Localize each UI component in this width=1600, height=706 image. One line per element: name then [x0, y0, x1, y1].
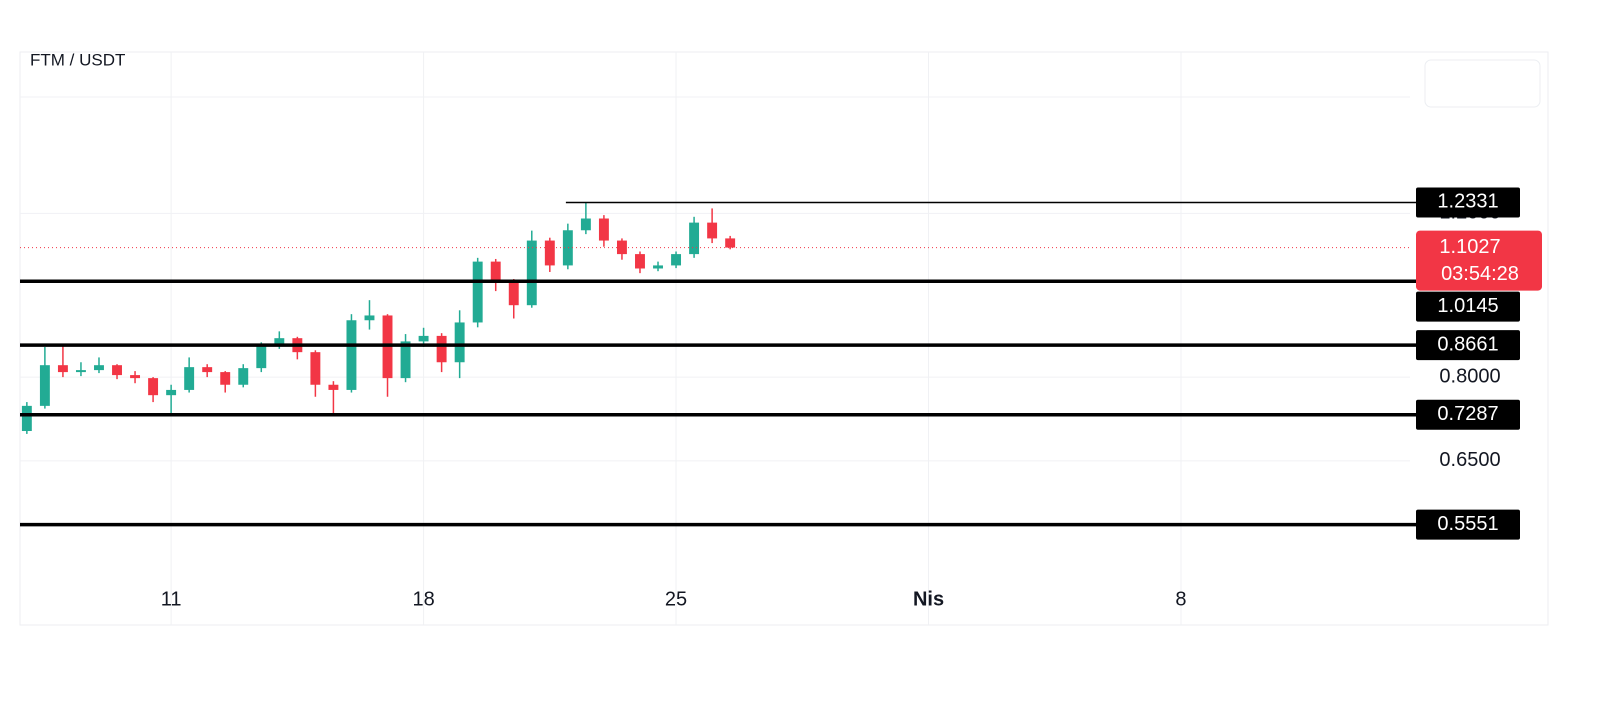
- level-label: 0.8661: [1437, 333, 1498, 355]
- candle-body: [490, 261, 501, 283]
- candle-body: [544, 240, 555, 266]
- candle-body: [526, 240, 537, 306]
- candle-body: [310, 352, 321, 385]
- candle-body: [616, 240, 627, 255]
- candle-body: [202, 367, 213, 373]
- candle-body: [598, 218, 609, 241]
- candle-body: [112, 365, 122, 376]
- last-price-label: 1.1027: [1439, 236, 1500, 258]
- candle-body: [274, 338, 285, 346]
- candle-body: [75, 370, 86, 373]
- candle-body: [39, 365, 50, 406]
- candle-body: [184, 367, 195, 390]
- candle-body: [671, 254, 682, 266]
- x-tick-label: 25: [665, 588, 687, 610]
- candle-body: [238, 368, 249, 385]
- candle-body: [562, 230, 573, 266]
- candle-body: [689, 222, 700, 255]
- y-tick-label: 0.6500: [1439, 449, 1500, 471]
- countdown-label: 03:54:28: [1441, 263, 1519, 285]
- level-label-box: [1416, 291, 1520, 322]
- level-label: 0.7287: [1437, 403, 1498, 425]
- candle-body: [653, 265, 663, 269]
- candle-body: [21, 405, 32, 432]
- level-label-box: [1416, 509, 1520, 540]
- y-tick-label: 0.8000: [1439, 365, 1500, 387]
- candle-body: [635, 254, 645, 269]
- level-label-box: [1416, 187, 1520, 218]
- last-price-box: [1416, 230, 1542, 291]
- candle-body: [94, 365, 104, 371]
- chart-frame: [19, 51, 1549, 626]
- candle-body: [436, 335, 447, 363]
- candle-body: [707, 222, 718, 239]
- x-tick-label: 11: [161, 588, 182, 610]
- x-tick-label: 8: [1175, 588, 1186, 610]
- candle-body: [472, 261, 483, 323]
- candle-body: [346, 320, 357, 390]
- candle-body: [580, 218, 591, 231]
- level-label: 1.2331: [1437, 191, 1498, 213]
- candle-body: [508, 282, 519, 306]
- level-label-box: [1416, 330, 1520, 361]
- x-tick-label: 18: [412, 588, 434, 610]
- candle-body: [220, 372, 231, 385]
- toolbar-box[interactable]: [1424, 59, 1541, 108]
- candle-body: [364, 315, 375, 321]
- candle-body: [256, 345, 267, 369]
- candle-body: [454, 322, 465, 363]
- level-label: 0.5551: [1437, 513, 1498, 535]
- candle-body: [328, 384, 339, 390]
- level-label: 1.0145: [1437, 295, 1498, 317]
- candle-body: [418, 335, 429, 342]
- candle-body: [166, 389, 177, 396]
- candle-body: [400, 341, 411, 379]
- chart-title: FTM / USDT: [30, 50, 125, 69]
- candle-body: [725, 238, 736, 248]
- candle-body: [130, 375, 141, 379]
- level-label-box: [1416, 399, 1520, 430]
- candle-body: [57, 365, 68, 373]
- x-tick-label: Nis: [913, 588, 944, 610]
- candle-body: [148, 378, 159, 396]
